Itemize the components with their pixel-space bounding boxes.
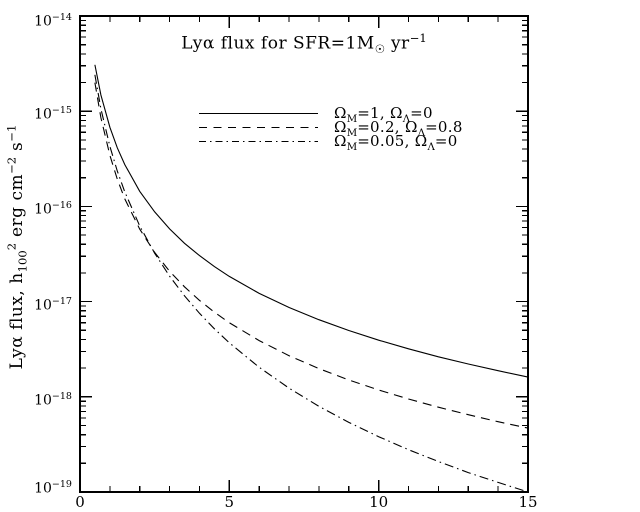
y-tick-label: 10−15: [34, 105, 72, 123]
axis-ticks: [79, 15, 529, 493]
y-tick-label: 10−14: [34, 12, 72, 30]
chart-title: Lyα flux for SFR=1M☉ yr−1: [181, 31, 427, 57]
x-tick-label: 5: [224, 493, 235, 511]
curve-solid: [94, 64, 529, 378]
x-tick-label: 15: [518, 493, 538, 511]
x-tick-label: 0: [75, 493, 85, 511]
curve-dashed: [94, 82, 529, 429]
y-tick-label: 10−17: [34, 295, 72, 314]
legend-label: ΩM=0.05, ΩΛ=0: [334, 131, 458, 153]
y-axis-label: Lyα flux, h1002 erg cm−2 s−1: [4, 124, 30, 370]
y-tick-label: 10−19: [34, 479, 72, 497]
axes-frame: [79, 15, 529, 493]
y-tick-label: 10−18: [34, 390, 72, 409]
curve-dash-dot: [94, 74, 529, 493]
legend-label: ΩM=0.2, ΩΛ=0.8: [334, 117, 463, 139]
legend-label: ΩM=1, ΩΛ=0: [334, 103, 433, 125]
y-tick-label: 10−16: [34, 200, 72, 219]
x-tick-label: 10: [369, 493, 389, 511]
